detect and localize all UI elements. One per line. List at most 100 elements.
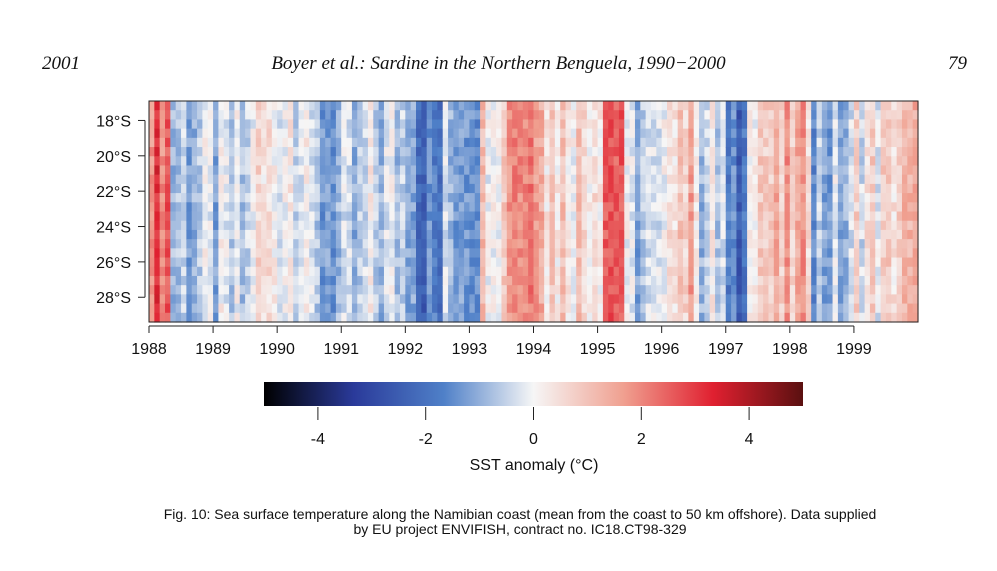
heatmap-cell — [490, 165, 497, 176]
heatmap-cell — [821, 137, 828, 148]
heatmap-cell — [464, 119, 471, 130]
heatmap-cell — [800, 156, 807, 167]
heatmap-cell — [667, 257, 673, 268]
heatmap-cell — [255, 128, 262, 139]
heatmap-cell — [432, 257, 438, 268]
heatmap-cell — [426, 257, 433, 268]
heatmap-cell — [464, 165, 471, 176]
heatmap-cell — [549, 110, 556, 121]
heatmap-cell — [869, 202, 876, 213]
heatmap-cell — [549, 211, 556, 222]
heatmap-cell — [266, 202, 273, 213]
heatmap-cell — [576, 248, 583, 259]
heatmap-cell — [538, 147, 545, 157]
heatmap-cell — [186, 239, 193, 249]
heatmap-cell — [378, 202, 385, 213]
heatmap-cell — [608, 294, 615, 305]
heatmap-cell — [549, 220, 556, 231]
heatmap-cell — [560, 285, 567, 295]
heatmap-cell — [335, 211, 342, 222]
heatmap-cell — [207, 211, 214, 222]
heatmap-cell — [699, 137, 705, 148]
heatmap-cell — [367, 183, 374, 194]
heatmap-cell — [843, 128, 850, 139]
heatmap-cell — [837, 229, 844, 240]
heatmap-cell — [816, 220, 823, 231]
heatmap-cell — [426, 156, 433, 167]
heatmap-cell — [239, 101, 246, 111]
heatmap-cell — [827, 303, 834, 314]
heatmap-cell — [779, 101, 786, 111]
heatmap-cell — [213, 275, 220, 286]
heatmap-cell — [474, 285, 481, 295]
heatmap-cell — [853, 229, 860, 240]
heatmap-cell — [811, 156, 818, 167]
heatmap-cell — [496, 119, 503, 130]
heatmap-cell — [848, 119, 855, 130]
heatmap-cell — [715, 156, 722, 167]
heatmap-cell — [442, 312, 449, 323]
heatmap-cell — [907, 303, 914, 314]
heatmap-cell — [389, 101, 396, 111]
heatmap-cell — [517, 248, 524, 259]
heatmap-cell — [170, 202, 177, 213]
heatmap-cell — [229, 220, 236, 231]
heatmap-cell — [282, 165, 289, 176]
heatmap-cell — [154, 174, 161, 185]
heatmap-cell — [506, 110, 513, 121]
heatmap-cell — [319, 266, 326, 277]
heatmap-cell — [613, 202, 620, 213]
heatmap-cell — [298, 174, 305, 185]
heatmap-cell — [544, 119, 551, 130]
heatmap-cell — [586, 183, 593, 194]
heatmap-cell — [405, 110, 412, 121]
heatmap-cell — [554, 128, 561, 139]
heatmap-cell — [629, 275, 636, 286]
heatmap-cell — [827, 285, 834, 295]
heatmap-cell — [464, 248, 471, 259]
heatmap-cell — [383, 312, 390, 323]
figure-caption: Fig. 10: Sea surface temperature along t… — [60, 507, 980, 537]
heatmap-cell — [213, 137, 220, 148]
heatmap-cell — [773, 285, 780, 295]
heatmap-cell — [309, 110, 316, 121]
heatmap-cell — [533, 156, 540, 167]
heatmap-cell — [784, 183, 791, 194]
heatmap-cell — [522, 229, 529, 240]
heatmap-cell — [207, 229, 214, 240]
heatmap-cell — [309, 128, 316, 139]
heatmap-cell — [421, 110, 428, 121]
heatmap-cell — [389, 156, 396, 167]
heatmap-cell — [501, 110, 508, 121]
heatmap-cell — [389, 174, 396, 185]
heatmap-cell — [592, 165, 599, 176]
heatmap-cell — [650, 303, 657, 314]
heatmap-cell — [250, 202, 257, 213]
heatmap-cell — [757, 128, 764, 139]
heatmap-cell — [255, 312, 262, 323]
heatmap-cell — [271, 110, 278, 121]
heatmap-cell — [159, 294, 166, 305]
heatmap-cell — [223, 183, 230, 194]
heatmap-cell — [843, 229, 850, 240]
heatmap-cell — [282, 211, 289, 222]
heatmap-cell — [880, 294, 887, 305]
heatmap-cell — [885, 266, 892, 277]
heatmap-cell — [789, 156, 796, 167]
heatmap-cell — [538, 257, 545, 268]
heatmap-cell — [885, 174, 892, 185]
heatmap-cell — [250, 119, 257, 130]
x-tick-label: 1996 — [644, 341, 680, 358]
heatmap-cell — [229, 248, 236, 259]
heatmap-cell — [378, 211, 385, 222]
heatmap-cell — [795, 128, 802, 139]
heatmap-cell — [351, 147, 358, 157]
heatmap-cell — [506, 137, 513, 148]
journal-year: 2001 — [42, 53, 80, 74]
heatmap-cell — [287, 165, 294, 176]
heatmap-cell — [602, 239, 609, 249]
heatmap-cell — [576, 303, 583, 314]
heatmap-cell — [186, 266, 193, 277]
heatmap-cell — [789, 193, 796, 203]
heatmap-cell — [843, 119, 850, 130]
